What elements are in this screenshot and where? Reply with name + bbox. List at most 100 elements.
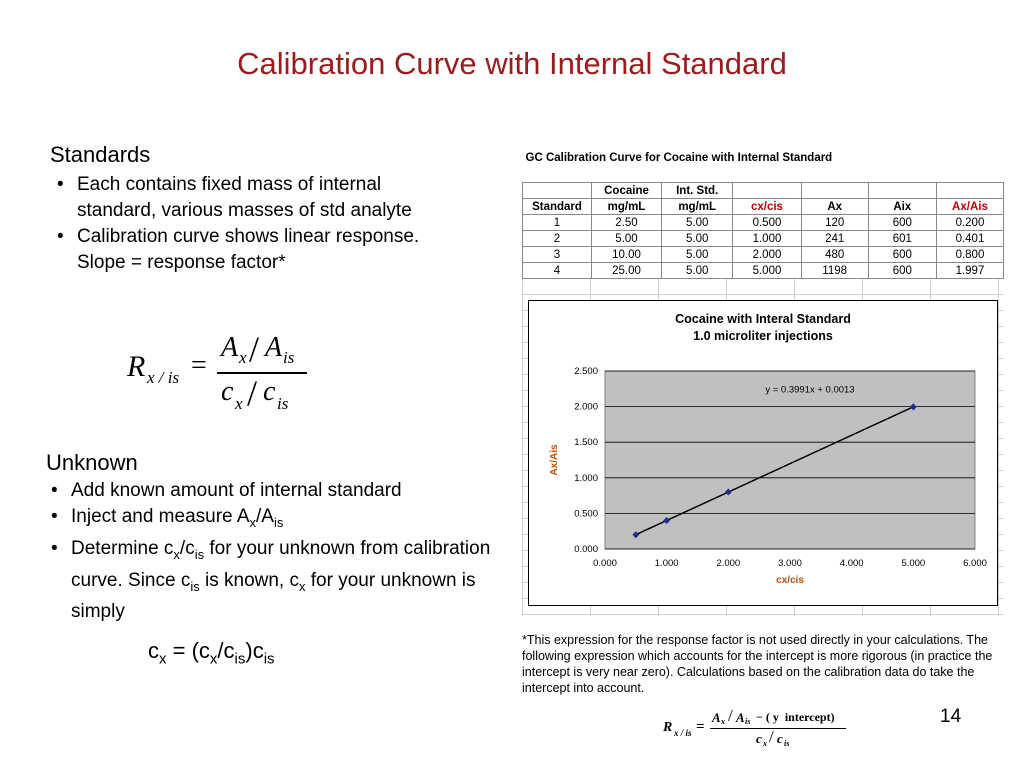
x-tick-label: 2.000	[716, 558, 740, 569]
eq2-num-a: A	[712, 710, 721, 725]
cx-eq-text-1: c	[148, 638, 159, 663]
unknown-b3-text-4: is known, c	[199, 569, 299, 591]
header-top-cell-6	[935, 182, 1005, 199]
unknown-bullet-1-text: Add known amount of internal standard	[71, 480, 402, 501]
header-cell-1: mg/mL	[591, 198, 662, 215]
table-cell-r1-1: 5.00	[591, 230, 662, 247]
eq-den-b: c	[263, 376, 276, 407]
table-cell-r1-5: 601	[867, 230, 937, 247]
x-axis-ticks: 0.000 1.000 2.000 3.000 4.000 5.000 6.000	[593, 558, 987, 569]
eq2-den-a: c	[756, 731, 762, 746]
table-row: 3 10.00 5.00 2.000 480 600 0.800	[522, 246, 1005, 263]
table-cell-r0-5: 600	[867, 214, 937, 231]
eq2-num-a-sub: x	[721, 717, 725, 726]
eq2-num-slash: /	[728, 706, 733, 725]
unknown-b3-text-3: for your unknown from calibration curve.…	[71, 537, 491, 591]
eq-den-a-sub: x	[235, 394, 243, 413]
standards-bullet-1: Each contains fixed mass of internal sta…	[52, 172, 452, 224]
eq2-den-b-sub: is	[784, 739, 790, 748]
eq2-num-rest: − ( y intercept)	[753, 710, 835, 724]
data-point	[632, 531, 640, 539]
table-cell-r1-2: 5.00	[660, 230, 734, 247]
y-axis-ticks: 0.000 0.500 1.000 1.500 2.000 2.500	[574, 366, 598, 555]
unknown-b3-sub-3: is	[190, 578, 200, 594]
eq-num-a-sub: x	[239, 348, 247, 367]
chart-container: Cocaine with Interal Standard 1.0 microl…	[528, 300, 998, 606]
unknown-heading: Unknown	[46, 450, 138, 475]
table-cell-r2-3: 2.000	[732, 246, 802, 263]
table-cell-r1-3: 1.000	[732, 230, 802, 247]
unknown-bullet-1: Add known amount of internal standard	[46, 478, 516, 504]
header-top-cell-1: Cocaine	[591, 182, 662, 199]
cx-eq-text-4: )c	[245, 638, 264, 663]
table-spacer-row	[523, 166, 1004, 183]
footnote: *This expression for the response factor…	[522, 633, 993, 695]
table-cell-r3-3: 5.000	[732, 262, 802, 279]
eq2-equals: =	[696, 719, 705, 735]
header-cell-3: cx/cis	[732, 198, 802, 215]
header-cell-6: Ax/Ais	[935, 198, 1005, 215]
table-cell-r2-2: 5.00	[660, 246, 734, 263]
eq2-lhs-r: R	[663, 720, 673, 735]
response-factor-equation: R x / is = A x / A is c x / c is	[125, 329, 335, 420]
chart-subtitle: 1.0 microliter injections	[693, 329, 833, 343]
eq2-den-b: c	[777, 731, 783, 746]
eq2-num-b: A	[736, 710, 745, 725]
table-cell-r2-4: 480	[800, 246, 869, 263]
header-top-cell-0	[522, 182, 592, 199]
unknown-b3-text-2: /c	[179, 537, 195, 559]
table-cell-r0-2: 5.00	[660, 214, 734, 231]
eq-num-b-sub: is	[283, 348, 295, 367]
intercept-equation: R x / is = A x / A is − ( y intercept) c…	[660, 706, 860, 762]
trendline-equation: y = 0.3991x + 0.0013	[765, 384, 854, 395]
table-title: GC Calibration Curve for Cocaine with In…	[525, 152, 833, 164]
standards-heading: Standards	[50, 142, 151, 167]
table-cell-r1-0: 2	[522, 230, 592, 247]
eq2-den-slash: /	[769, 727, 774, 746]
x-tick-label: 5.000	[901, 558, 925, 569]
unknown-b3-text-1: Determine c	[71, 537, 174, 559]
slide-title: Calibration Curve with Internal Standard	[237, 46, 787, 81]
unknown-b2-text-1: Inject and measure A	[71, 506, 250, 527]
header-cell-2: mg/mL	[660, 198, 734, 215]
header-cell-5: Aix	[867, 198, 937, 215]
eq-num-b: A	[265, 332, 283, 363]
table-cell-r0-4: 120	[800, 214, 869, 231]
data-point	[724, 488, 732, 496]
table-cell-r2-5: 600	[867, 246, 937, 263]
table-header-row-top: Cocaine Int. Std.	[522, 182, 1005, 199]
table-cell-r2-1: 10.00	[591, 246, 662, 263]
header-cell-0: Standard	[522, 198, 592, 215]
y-axis-label: Ax/Ais	[549, 444, 560, 476]
unknown-b2-sub-2: is	[273, 514, 284, 530]
table-row: 1 2.50 5.00 0.500 120 600 0.200	[522, 214, 1005, 231]
header-top-cell-5	[867, 182, 937, 199]
calibration-table: GC Calibration Curve for Cocaine with In…	[522, 150, 1005, 279]
eq-num-slash: /	[249, 329, 260, 369]
standards-bullet-2: Calibration curve shows linear response.…	[52, 224, 452, 276]
y-tick-label: 0.000	[574, 544, 598, 555]
x-tick-label: 4.000	[840, 558, 864, 569]
page-number: 14	[940, 706, 962, 727]
table-cell-r0-3: 0.500	[732, 214, 802, 231]
unknown-b3-text-5: for your unknown is simply	[71, 569, 476, 623]
x-tick-label: 0.000	[593, 558, 617, 569]
unknown-b2-text-2: /A	[256, 506, 274, 527]
table-cell-r1-4: 241	[800, 230, 869, 247]
x-tick-label: 3.000	[778, 558, 802, 569]
table-cell-r0-1: 2.50	[591, 214, 662, 231]
eq-fraction-bar	[217, 372, 307, 374]
plot-area	[604, 370, 976, 550]
table-cell-r0-0: 1	[522, 214, 592, 231]
standards-bullet-list: Each contains fixed mass of internal sta…	[52, 172, 452, 276]
y-tick-label: 2.500	[574, 366, 598, 377]
x-axis-label: cx/cis	[776, 575, 804, 586]
cx-eq-sub-4: is	[263, 650, 275, 668]
header-top-cell-2: Int. Std.	[660, 182, 734, 199]
cx-eq-text-3: /c	[217, 638, 235, 663]
unknown-b3-sub-2: is	[194, 546, 205, 562]
table-cell-r1-6: 0.401	[935, 230, 1005, 247]
table-cell-r3-4: 1198	[800, 262, 869, 279]
table-cell-r2-0: 3	[522, 246, 592, 263]
unknown-b2-sub-1: x	[249, 514, 257, 530]
